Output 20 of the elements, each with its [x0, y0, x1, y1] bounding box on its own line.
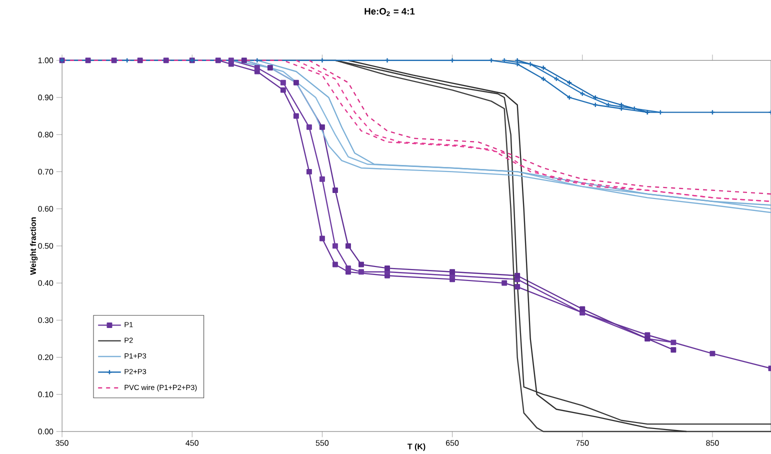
y-tick-label: 0.70 [38, 169, 54, 175]
x-axis-title: T (K) [407, 444, 426, 452]
chart-title: He:O$_{2}$ = 4:1 [364, 8, 415, 16]
y-tick-label: 0.20 [38, 354, 54, 360]
x-tick-label: 850 [706, 440, 719, 446]
y-tick-label: 1.00 [38, 58, 54, 64]
y-axis-title: Weight fraction [30, 218, 38, 276]
y-tick-label: 0.90 [38, 94, 54, 101]
y-tick-label: 0.60 [38, 206, 54, 212]
x-tick-label: 750 [576, 440, 589, 446]
y-tick-label: 0.40 [38, 280, 54, 286]
y-tick-label: 0.00 [38, 428, 54, 435]
y-tick-label: 0.30 [38, 318, 54, 324]
y-tick-label: 0.10 [38, 392, 54, 398]
x-tick-label: 450 [186, 440, 198, 446]
y-tick-label: 0.80 [38, 132, 54, 138]
x-tick-label: 350 [56, 440, 68, 446]
x-tick-label: 650 [446, 440, 459, 446]
y-tick-label: 0.50 [38, 243, 54, 250]
x-tick-label: 550 [316, 440, 329, 446]
